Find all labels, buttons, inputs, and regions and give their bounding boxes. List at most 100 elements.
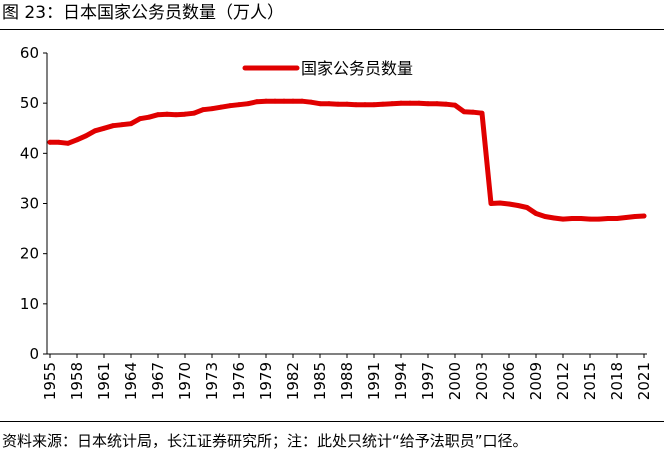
- data-point: [623, 215, 629, 220]
- legend-label: 国家公务员数量: [301, 59, 413, 78]
- data-point: [605, 216, 611, 221]
- data-point: [65, 140, 71, 146]
- data-point: [578, 216, 584, 221]
- data-point: [533, 211, 539, 216]
- data-point: [389, 101, 395, 107]
- data-point: [227, 103, 233, 109]
- data-point: [281, 98, 287, 104]
- data-point: [434, 101, 440, 107]
- figure-title: 图 23：日本国家公务员数量（万人）: [2, 3, 285, 23]
- data-point: [326, 101, 332, 107]
- data-point: [407, 100, 413, 106]
- data-point: [236, 102, 242, 108]
- y-tick-label: 50: [20, 94, 39, 112]
- x-tick-label: 1961: [95, 362, 113, 400]
- data-point: [209, 106, 215, 112]
- data-point: [182, 111, 188, 117]
- data-point: [371, 102, 377, 108]
- data-point: [506, 201, 512, 207]
- x-tick-label: 1967: [149, 362, 167, 400]
- data-point: [47, 139, 53, 145]
- data-point: [452, 102, 458, 108]
- data-point: [569, 216, 575, 221]
- y-tick-label: 30: [20, 195, 39, 213]
- data-point: [317, 101, 323, 107]
- data-point: [137, 116, 143, 122]
- data-point: [191, 110, 197, 116]
- x-tick-label: 1988: [338, 362, 356, 400]
- data-point: [173, 112, 179, 118]
- data-point: [542, 214, 548, 219]
- data-point: [299, 98, 305, 104]
- data-point: [560, 216, 566, 222]
- data-point: [488, 201, 494, 206]
- data-point: [164, 111, 170, 117]
- y-tick-label: 60: [20, 44, 39, 62]
- y-tick-label: 20: [20, 245, 39, 263]
- data-point: [146, 114, 152, 120]
- data-point: [56, 139, 62, 145]
- x-tick-label: 2009: [527, 362, 545, 400]
- data-point: [362, 102, 368, 108]
- data-point: [110, 123, 116, 129]
- data-point: [200, 107, 206, 113]
- x-tick-label: 2015: [581, 362, 599, 400]
- data-point: [290, 98, 296, 104]
- data-point: [632, 214, 638, 219]
- source-note: 资料来源：日本统计局，长江证券研究所；注：此处只统计“给予法职员”口径。: [2, 432, 528, 450]
- data-point: [155, 112, 161, 118]
- data-point: [101, 125, 107, 131]
- data-point: [344, 101, 350, 107]
- data-point: [515, 203, 521, 208]
- x-tick-label: 1997: [419, 362, 437, 400]
- x-tick-label: 2003: [473, 362, 491, 400]
- x-tick-label: 2021: [635, 362, 653, 400]
- data-point: [335, 101, 341, 107]
- x-tick-label: 1955: [41, 362, 59, 400]
- x-tick-label: 2000: [446, 362, 464, 400]
- x-tick-label: 1979: [257, 362, 275, 400]
- data-point: [416, 100, 422, 106]
- x-tick-label: 1991: [365, 362, 383, 400]
- data-point: [596, 216, 602, 222]
- data-point: [380, 101, 386, 107]
- x-tick-label: 1970: [176, 362, 194, 400]
- data-point: [92, 128, 98, 134]
- x-axis: 1955 1958 1961 1964 1967 1970 1973 1976 1979 1982…: [41, 353, 653, 400]
- data-point: [641, 213, 647, 219]
- data-point: [398, 100, 404, 106]
- data-point: [74, 137, 80, 143]
- data-point: [83, 133, 89, 139]
- data-point: [272, 98, 278, 104]
- x-tick-label: 2006: [500, 362, 518, 400]
- data-point: [479, 110, 485, 116]
- data-point: [128, 121, 134, 127]
- data-point: [245, 101, 251, 107]
- x-tick-label: 1973: [203, 362, 221, 400]
- x-tick-label: 1982: [284, 362, 302, 400]
- data-point: [470, 109, 476, 115]
- data-point: [308, 99, 314, 105]
- x-tick-label: 1964: [122, 362, 140, 400]
- data-point: [119, 122, 125, 128]
- data-point: [425, 101, 431, 107]
- x-tick-label: 1994: [392, 362, 410, 400]
- data-point: [254, 99, 260, 105]
- data-point: [263, 98, 269, 104]
- legend: 国家公务员数量: [242, 59, 413, 78]
- y-axis: 0 10 20 30 40 50 60: [20, 44, 48, 363]
- data-point: [587, 216, 593, 222]
- x-tick-label: 2012: [554, 362, 572, 400]
- x-tick-label: 1985: [311, 362, 329, 400]
- data-point: [524, 205, 530, 210]
- data-point: [353, 102, 359, 108]
- source-rule: [0, 421, 664, 422]
- y-tick-label: 40: [20, 144, 39, 162]
- data-point: [218, 104, 224, 110]
- data-point: [443, 101, 449, 107]
- y-tick-label: 10: [20, 295, 39, 313]
- data-point: [461, 109, 467, 115]
- title-rule: [0, 29, 664, 30]
- data-point: [551, 215, 557, 221]
